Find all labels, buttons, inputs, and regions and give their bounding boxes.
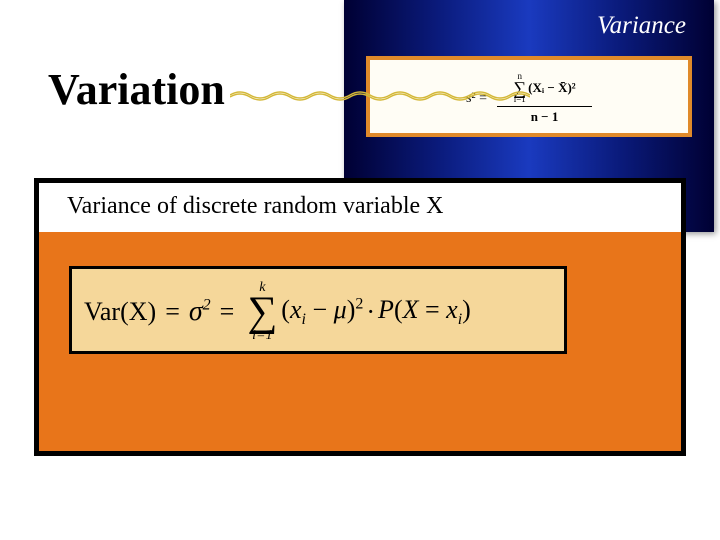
wave-svg — [230, 88, 530, 102]
formula-sigma: σ2 — [189, 296, 211, 328]
formula-dot: · — [363, 297, 378, 327]
formula-sum-symbol: ∑ — [247, 295, 277, 329]
wave-path-2 — [230, 94, 530, 100]
main-panel-heading: Variance of discrete random variable X — [39, 183, 681, 232]
formula-eq-2: = — [211, 297, 244, 327]
formula-eq-1: = — [156, 297, 189, 327]
main-formula-box: Var(X) = σ2 = k ∑ i=1 (xi − μ)2 · P(X = … — [69, 266, 567, 354]
formula-lhs: Var(X) — [84, 297, 156, 327]
inset-title: Variance — [344, 0, 714, 40]
page-title: Variation — [48, 64, 225, 115]
formula-sum-lower: i=1 — [252, 329, 272, 343]
inset-fraction-line — [497, 106, 592, 107]
formula-squared-term: (xi − μ)2 — [281, 295, 363, 329]
main-panel: Variance of discrete random variable X V… — [34, 178, 686, 456]
formula-sum-block: k ∑ i=1 — [243, 281, 281, 343]
inset-denominator: n − 1 — [531, 109, 559, 125]
formula-probability-term: P(X = xi) — [378, 295, 471, 329]
inset-numerator: (Xᵢ − X̄)² — [528, 80, 576, 96]
title-wave-decoration — [230, 88, 530, 102]
formula-sigma-sup: 2 — [203, 297, 211, 314]
